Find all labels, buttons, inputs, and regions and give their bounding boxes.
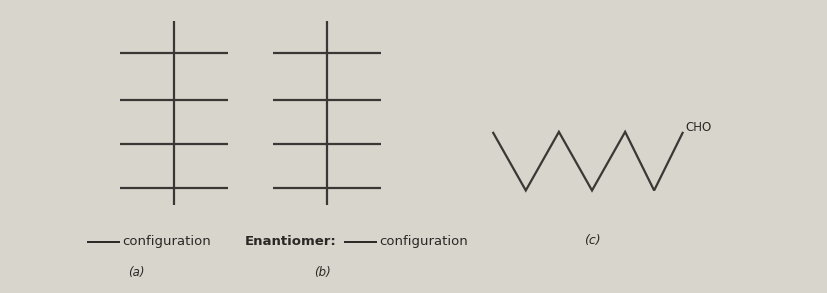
Text: CHO: CHO [685, 121, 711, 134]
Text: Enantiomer:: Enantiomer: [244, 235, 336, 248]
Text: configuration: configuration [122, 235, 211, 248]
Text: (b): (b) [314, 266, 331, 279]
Text: (c): (c) [583, 234, 600, 247]
Text: configuration: configuration [379, 235, 467, 248]
Text: (a): (a) [128, 266, 145, 279]
